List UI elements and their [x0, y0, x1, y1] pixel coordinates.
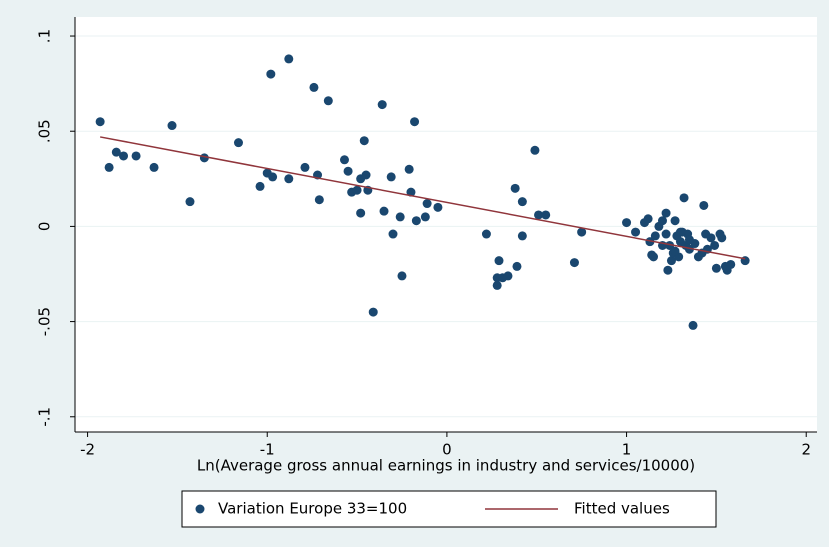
scatter-point [622, 218, 632, 228]
scatter-point [95, 117, 105, 127]
x-tick-label: -2 [80, 441, 95, 459]
scatter-point [510, 183, 520, 193]
x-tick-label: 0 [442, 441, 452, 459]
scatter-point [420, 212, 430, 222]
scatter-point [356, 208, 366, 218]
y-tick-label: -.1 [36, 407, 54, 427]
scatter-point [266, 69, 276, 79]
scatter-point [711, 263, 721, 273]
legend-marker [195, 504, 205, 514]
fitted-line [100, 136, 746, 260]
scatter-point [410, 117, 420, 127]
scatter-point [530, 145, 540, 155]
x-axis-label: Ln(Average gross annual earnings in indu… [197, 457, 695, 475]
scatter-point [404, 164, 414, 174]
scatter-point [699, 200, 709, 210]
x-tick-label: 1 [622, 441, 632, 459]
scatter-point [377, 100, 387, 110]
scatter-point [352, 185, 362, 195]
scatter-point [649, 252, 659, 262]
scatter-point [657, 216, 667, 226]
scatter-point [343, 166, 353, 176]
scatter-point [534, 210, 544, 220]
scatter-point [663, 265, 673, 275]
scatter-point [710, 240, 720, 250]
scatter-point [481, 229, 491, 239]
scatter-point [688, 320, 698, 330]
scatter-point [255, 181, 265, 191]
scatter-point [149, 162, 159, 172]
scatter-point [650, 231, 660, 241]
scatter-point [666, 256, 676, 266]
scatter-point [361, 170, 371, 180]
scatter-point [314, 195, 324, 205]
scatter-point [185, 197, 195, 207]
legend-label: Variation Europe 33=100 [218, 500, 407, 518]
scatter-point [684, 235, 694, 245]
scatter-point [492, 280, 502, 290]
scatter-point [167, 121, 177, 131]
scatter-point [661, 208, 671, 218]
scatter-point [503, 271, 513, 281]
scatter-point [661, 229, 671, 239]
plot-area [75, 17, 817, 432]
scatter-point [284, 174, 294, 184]
scatter-point [670, 246, 680, 256]
scatter-point [406, 187, 416, 197]
scatter-point [268, 172, 278, 182]
scatter-point [359, 136, 369, 146]
scatter-point [119, 151, 129, 161]
x-tick-label: -1 [260, 441, 275, 459]
legend-label: Fitted values [574, 500, 670, 518]
scatter-point [706, 233, 716, 243]
scatter-point [645, 237, 655, 247]
scatter-point [339, 155, 349, 165]
scatter-point [368, 307, 378, 317]
scatter-point [670, 216, 680, 226]
y-tick-label: 0 [36, 222, 54, 232]
scatter-point [104, 162, 114, 172]
scatter-point [395, 212, 405, 222]
legend-box [181, 490, 717, 528]
scatter-point [665, 240, 675, 250]
scatter-point [433, 202, 443, 212]
scatter-point [684, 244, 694, 254]
scatter-point [388, 229, 398, 239]
scatter-point [131, 151, 141, 161]
scatter-point [512, 261, 522, 271]
scatter-point [675, 227, 685, 237]
y-tick-label: -.05 [36, 307, 54, 336]
scatter-point [577, 227, 587, 237]
scatter-point [541, 210, 551, 220]
scatter-point [111, 147, 121, 157]
scatter-point [411, 216, 421, 226]
scatter-point [517, 231, 527, 241]
scatter-point [517, 197, 527, 207]
y-tick-label: .05 [36, 119, 54, 143]
scatter-point [679, 193, 689, 203]
scatter-point [233, 138, 243, 148]
scatter-point [379, 206, 389, 216]
scatter-point [422, 199, 432, 209]
scatter-point [631, 227, 641, 237]
scatter-point [397, 271, 407, 281]
scatter-point [726, 259, 736, 269]
y-tick-label: .1 [36, 29, 54, 43]
scatter-point [494, 256, 504, 266]
scatter-point [309, 82, 319, 92]
scatter-point [323, 96, 333, 106]
scatter-point [643, 214, 653, 224]
x-tick-label: 2 [801, 441, 811, 459]
scatter-point [717, 233, 727, 243]
scatter-point [284, 54, 294, 64]
scatter-point [569, 258, 579, 268]
scatter-point [386, 172, 396, 182]
scatter-point [300, 162, 310, 172]
